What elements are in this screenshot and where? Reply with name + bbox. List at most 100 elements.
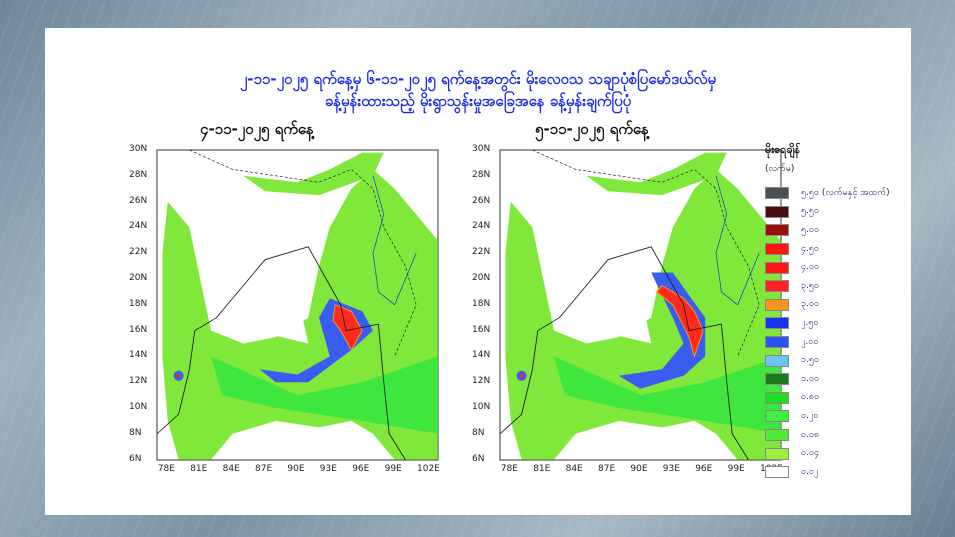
- y-tick-label: 6N: [472, 453, 485, 464]
- rain-area-north: [586, 152, 727, 196]
- legend-label: ၀.၀၈: [801, 429, 820, 440]
- legend-swatch: [765, 391, 789, 404]
- legend-label: ၃.၀၀: [801, 299, 820, 310]
- legend-label: ၅.၀၀: [801, 224, 820, 235]
- x-tick-label: 90E: [287, 464, 305, 474]
- x-tick-label: 93E: [662, 464, 680, 474]
- legend-label: ၂.၅၀: [801, 317, 819, 328]
- coastline: [157, 246, 406, 460]
- y-tick-label: 26N: [472, 195, 491, 206]
- legend-swatch: [765, 466, 789, 479]
- page-title-line2: ခန့်မှန်းထားသည့် မိုးရွာသွန်းမှုအခြေအနေ …: [324, 92, 632, 110]
- legend-label: ၀.၈၀: [801, 392, 820, 403]
- legend-swatch: [765, 205, 789, 218]
- legend-item: ၁.၅၀: [765, 351, 905, 370]
- legend-swatch: [765, 298, 789, 311]
- y-tick-label: 20N: [129, 273, 148, 283]
- y-tick-label: 20N: [472, 273, 491, 283]
- map-canvas: [156, 149, 439, 461]
- x-tick-label: 87E: [255, 464, 273, 474]
- legend-label: ၁.၀၀: [801, 373, 820, 384]
- y-tick-label: 12N: [129, 376, 148, 387]
- x-tick-label: 81E: [190, 464, 208, 474]
- y-tick-label: 12N: [472, 376, 491, 387]
- legend-item: ၂.၅၀: [765, 314, 905, 333]
- x-tick-label: 99E: [727, 464, 745, 474]
- x-tick-label: 84E: [222, 464, 240, 474]
- x-tick-label: 93E: [319, 464, 337, 474]
- dry-area: [232, 279, 309, 344]
- state-border: [372, 175, 417, 306]
- y-tick-label: 6N: [129, 453, 142, 464]
- rain-spot-core: [519, 373, 524, 378]
- legend-label: ၀.၀၄: [801, 448, 820, 459]
- x-tick-label: 84E: [565, 464, 583, 474]
- map-date-left: ၄-၁၁-၂၀၂၅ ရက်နေ့: [200, 120, 314, 138]
- legend-title: မိုးရေချိန်: [765, 143, 800, 156]
- y-tick-label: 18N: [472, 298, 491, 309]
- legend-label: ၃.၅၀: [801, 280, 820, 291]
- legend-swatch: [765, 336, 789, 349]
- y-tick-label: 24N: [129, 221, 148, 232]
- rain-spot-core: [176, 373, 181, 378]
- legend-label: ၁.၅၀: [801, 355, 820, 366]
- legend-label: ၄.၀၀: [801, 262, 820, 273]
- legend-swatch: [765, 224, 789, 237]
- legend-item: ၅.၀၀: [765, 221, 905, 240]
- legend-item: ၀.၀၂: [765, 463, 905, 482]
- y-tick-label: 16N: [129, 324, 148, 335]
- legend-swatch: [765, 373, 789, 386]
- legend-item: ၀.၀၈: [765, 426, 905, 445]
- legend-swatch: [765, 280, 789, 293]
- map-date-right: ၅-၁၁-၂၀၂၅ ရက်နေ့: [535, 120, 649, 138]
- coastline: [500, 246, 749, 460]
- y-tick-label: 8N: [472, 427, 485, 438]
- x-tick-label: 87E: [598, 464, 616, 474]
- rain-area-very-heavy: [332, 304, 363, 352]
- y-tick-label: 14N: [472, 350, 491, 361]
- rain-area-very-heavy: [655, 284, 704, 359]
- legend-label: ၀.၀၂: [801, 466, 819, 477]
- legend-swatch: [765, 410, 789, 423]
- x-tick-label: 81E: [533, 464, 551, 474]
- legend-item: ၁.၀၀: [765, 370, 905, 389]
- legend-label: ၀.၂၀: [801, 410, 819, 421]
- legend-swatch: [765, 187, 789, 200]
- legend-item: ၄.၀၀: [765, 258, 905, 277]
- legend-label: ၅.၅၀: [801, 206, 820, 217]
- y-tick-label: 30N: [472, 144, 491, 154]
- legend-item: ၀.၀၄: [765, 444, 905, 463]
- state-border: [715, 175, 760, 306]
- y-tick-label: 18N: [129, 298, 148, 309]
- legend-swatch: [765, 261, 789, 274]
- x-tick-label: 102E: [417, 464, 440, 474]
- legend-label: ၂.၀၀: [801, 336, 819, 347]
- legend-swatch: [765, 354, 789, 367]
- legend-label: ၄.၅၀: [801, 243, 820, 254]
- forecast-panel: ၂-၁၁-၂၀၂၅ ရက်နေ့မှ ၆-၁၁-၂၀၂၅ ရက်နေ့အတွင်…: [45, 28, 911, 515]
- rain-area-north: [243, 152, 384, 196]
- legend-item: ၀.၂၀: [765, 407, 905, 426]
- legend-item: ၅.၅၀ (လက်မနှင့် အထက်): [765, 184, 905, 203]
- y-tick-label: 14N: [129, 350, 148, 361]
- legend-item: ၅.၅၀: [765, 203, 905, 222]
- x-tick-label: 99E: [384, 464, 402, 474]
- legend-item: ၂.၀၀: [765, 333, 905, 352]
- y-tick-label: 26N: [129, 195, 148, 206]
- x-tick-label: 96E: [695, 464, 713, 474]
- y-tick-label: 10N: [129, 402, 148, 412]
- legend-item: ၃.၀၀: [765, 296, 905, 315]
- y-tick-label: 28N: [472, 169, 491, 180]
- legend-item: ၃.၅၀: [765, 277, 905, 296]
- y-tick-label: 10N: [472, 402, 491, 412]
- legend-unit: (လက်မ): [765, 164, 795, 174]
- x-tick-label: 90E: [630, 464, 648, 474]
- map-canvas: [499, 149, 782, 461]
- legend-swatch: [765, 447, 789, 460]
- legend: မိုးရေချိန် (လက်မ) ၅.၅၀ (လက်မနှင့် အထက်)…: [765, 143, 905, 482]
- y-tick-label: 24N: [472, 221, 491, 232]
- y-tick-label: 22N: [129, 247, 148, 258]
- x-tick-label: 78E: [500, 464, 518, 474]
- legend-swatch: [765, 429, 789, 442]
- y-tick-label: 8N: [129, 427, 142, 438]
